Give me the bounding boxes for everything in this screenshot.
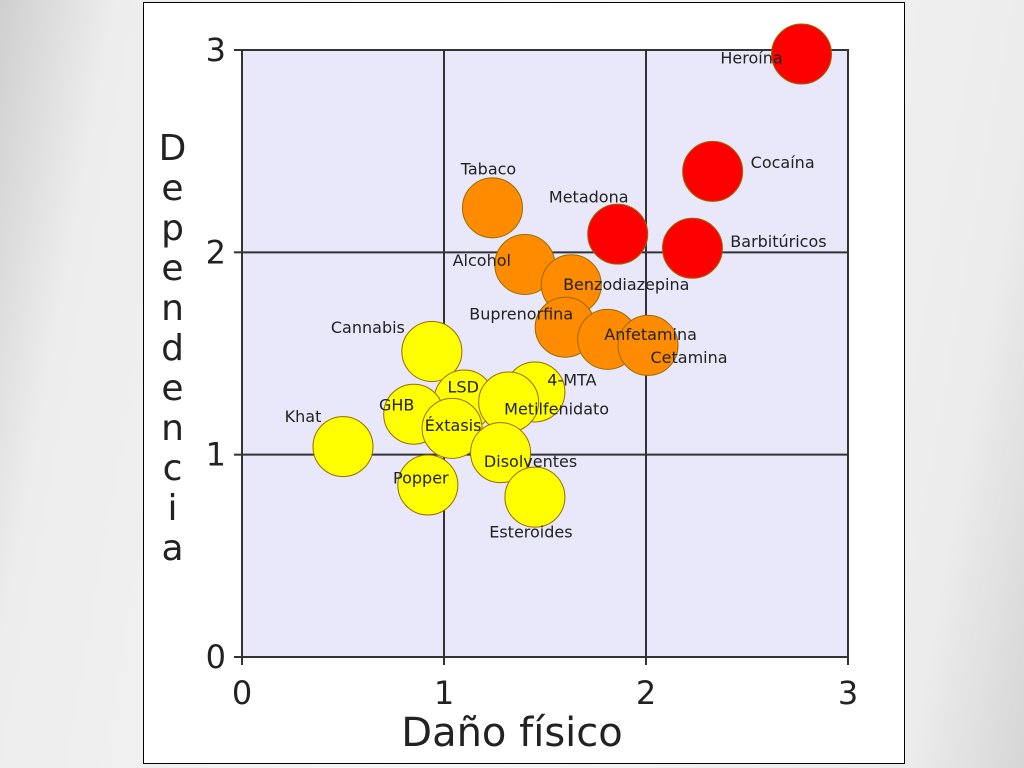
x-axis-label: Daño físico bbox=[401, 710, 622, 756]
point-label: 4-MTA bbox=[547, 370, 596, 389]
point bbox=[771, 23, 833, 85]
point-label: Popper bbox=[393, 469, 449, 488]
point bbox=[461, 177, 523, 239]
x-tick-label: 1 bbox=[434, 674, 454, 712]
point-label: Buprenorfina bbox=[469, 305, 573, 324]
point bbox=[682, 140, 744, 202]
point-label: Anfetamina bbox=[604, 325, 697, 344]
point-label: GHB bbox=[379, 396, 414, 415]
point-label: Disolventes bbox=[484, 452, 577, 471]
point bbox=[504, 466, 566, 528]
point-label: Esteroides bbox=[489, 523, 572, 542]
point-label: Heroína bbox=[720, 49, 782, 68]
y-tick-label: 3 bbox=[206, 31, 226, 69]
x-tick-label: 2 bbox=[636, 674, 656, 712]
point-label: Cetamina bbox=[650, 348, 727, 367]
point-label: Khat bbox=[285, 407, 322, 426]
point-label: Barbitúricos bbox=[730, 232, 826, 251]
point bbox=[397, 454, 459, 516]
point bbox=[312, 416, 374, 478]
point-label: Éxtasis bbox=[425, 416, 482, 435]
point-label: Tabaco bbox=[460, 159, 516, 178]
x-tick-label: 3 bbox=[838, 674, 858, 712]
point-label: Alcohol bbox=[453, 251, 511, 270]
y-axis-label: Dependencia bbox=[152, 128, 193, 568]
point-label: LSD bbox=[448, 378, 479, 397]
x-tick-label: 0 bbox=[232, 674, 252, 712]
point-label: Cannabis bbox=[331, 318, 405, 337]
y-tick-label: 2 bbox=[206, 233, 226, 271]
point bbox=[587, 203, 649, 265]
point-label: Metilfenidato bbox=[504, 400, 609, 419]
y-tick-label: 0 bbox=[206, 638, 226, 676]
point-label: Cocaína bbox=[751, 153, 815, 172]
point bbox=[617, 314, 679, 376]
point bbox=[661, 217, 723, 279]
point bbox=[421, 397, 483, 459]
point-label: Metadona bbox=[549, 188, 629, 207]
y-tick-label: 1 bbox=[206, 436, 226, 474]
point-label: Benzodiazepina bbox=[563, 275, 689, 294]
point bbox=[401, 320, 463, 382]
point bbox=[470, 422, 532, 484]
plot-area bbox=[241, 49, 849, 658]
